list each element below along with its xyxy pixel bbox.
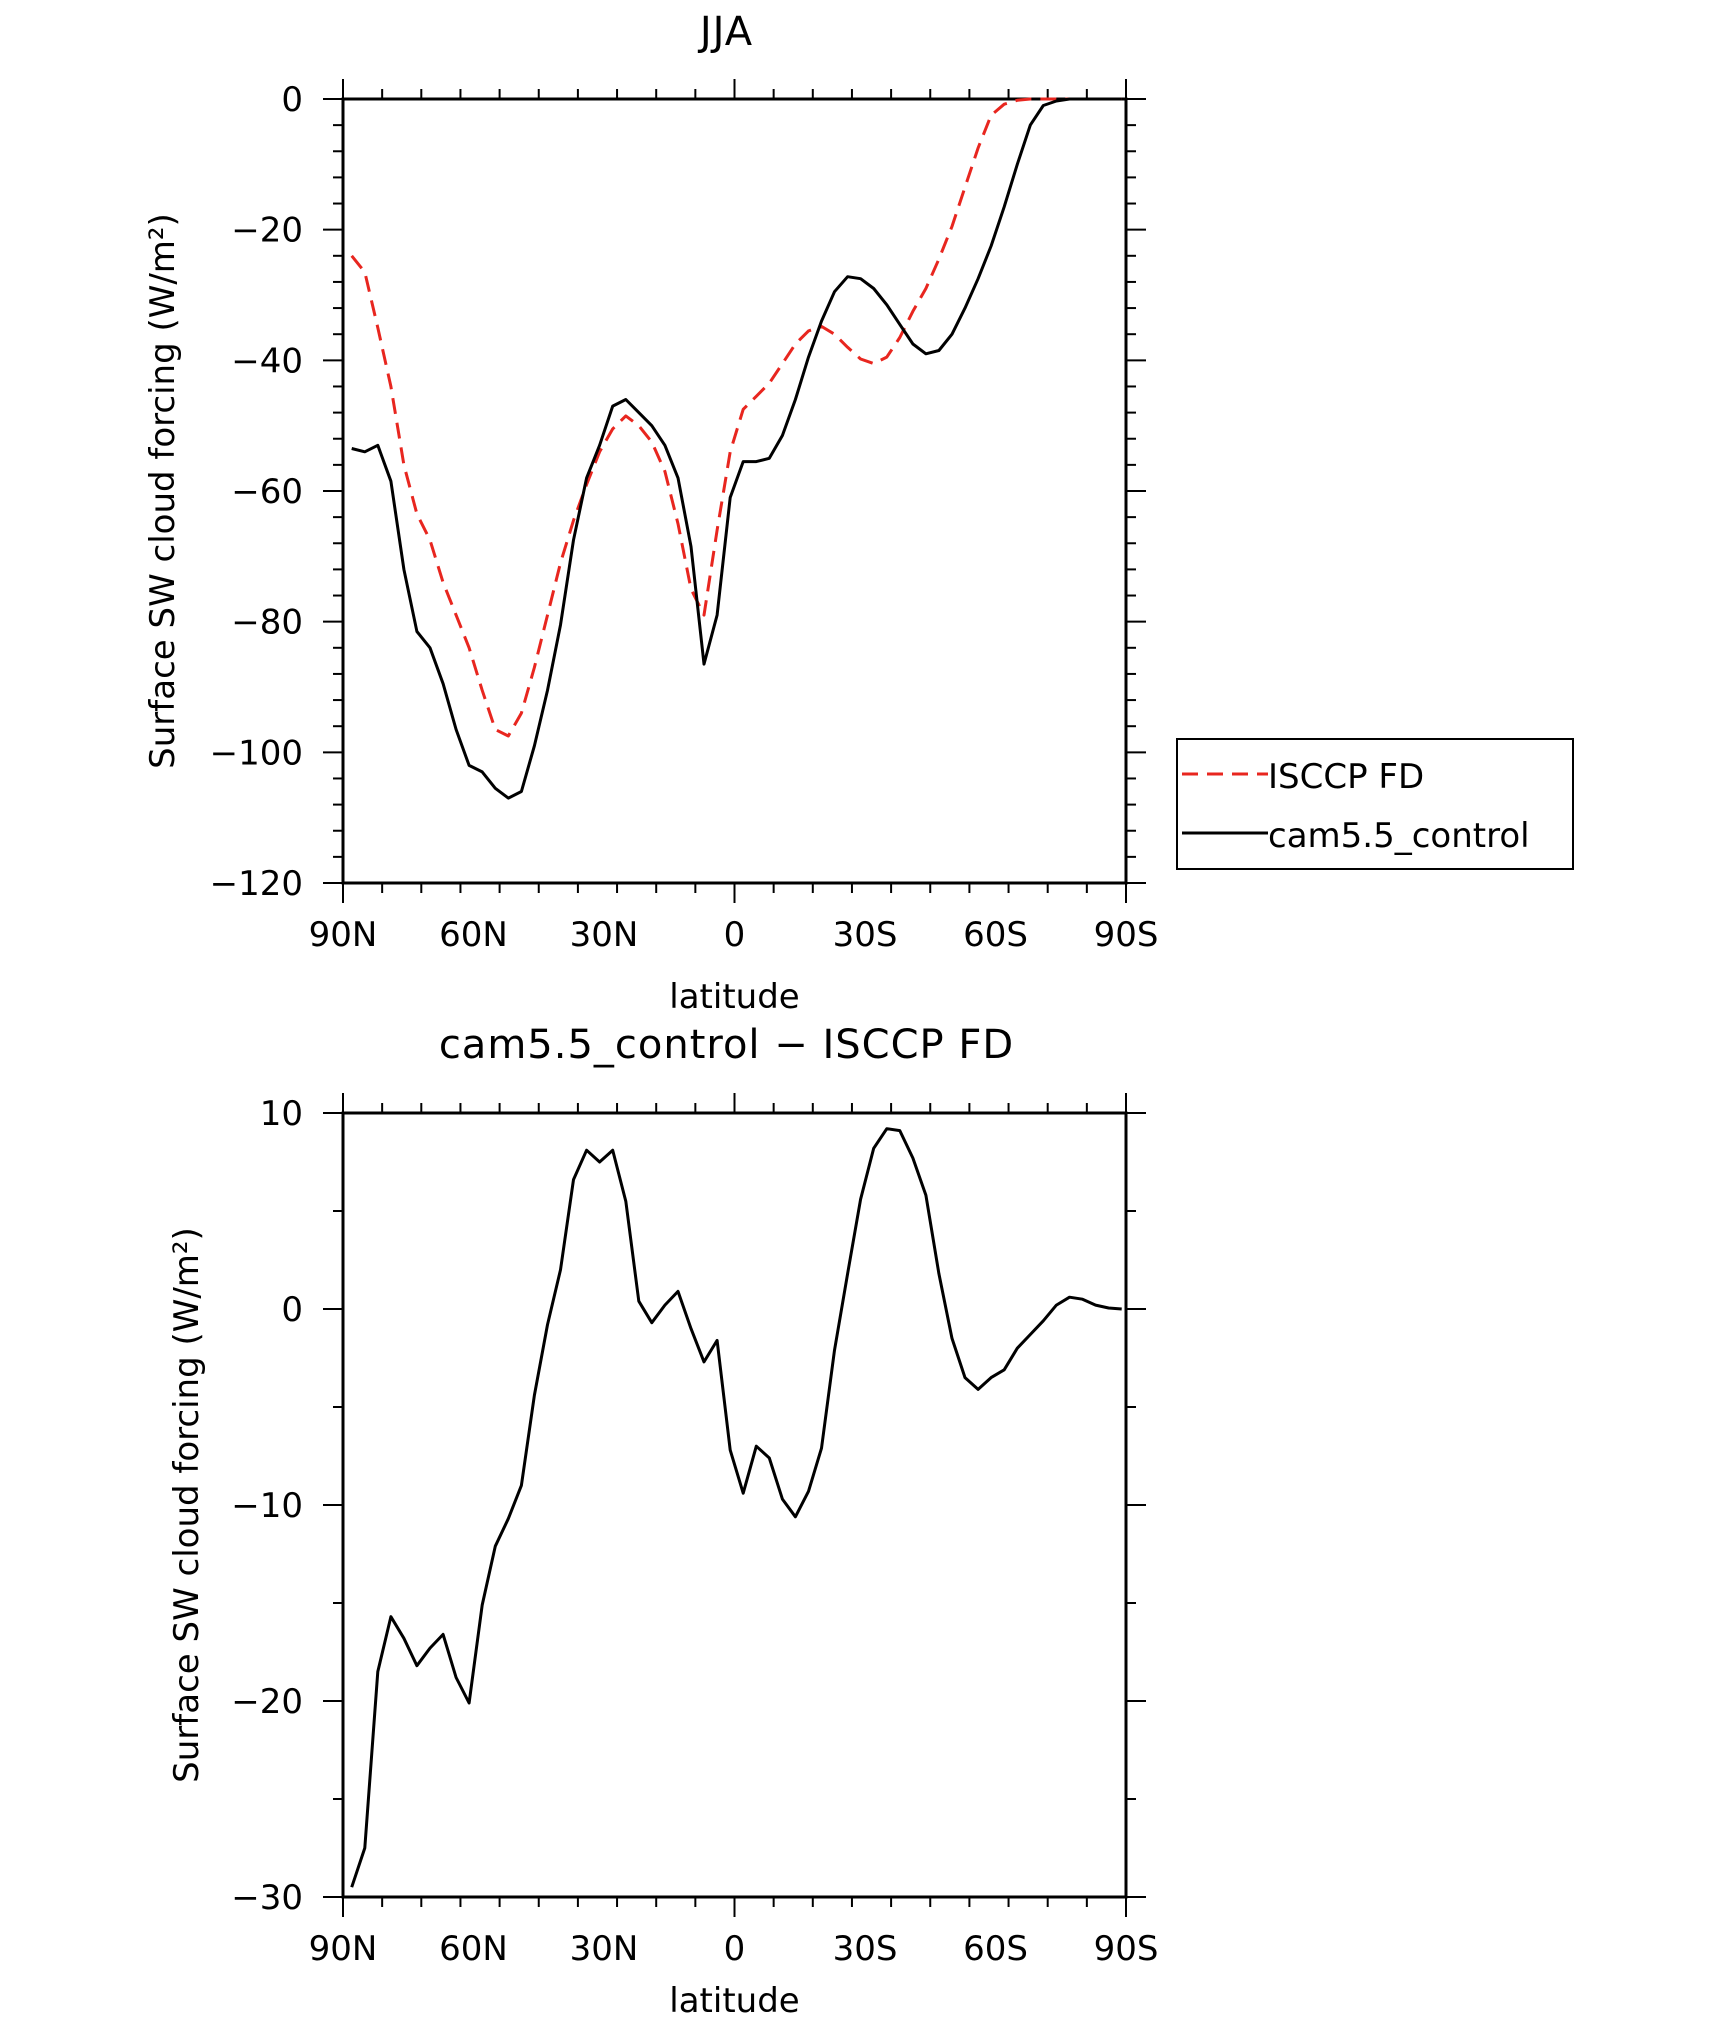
bottom-y-tick-labels: 10 0 −10 −20 −30 xyxy=(231,1094,303,1918)
top-plot-frame xyxy=(341,97,1128,885)
y-tick-label: −120 xyxy=(210,864,303,904)
x-tick-label: 60N xyxy=(439,1929,508,1969)
y-tick-label: 10 xyxy=(260,1094,303,1134)
top-series-lines xyxy=(350,97,1122,800)
bottom-x-axis-label: latitude xyxy=(669,1981,799,2021)
legend-box xyxy=(1176,738,1574,870)
bottom-plot-frame xyxy=(341,1111,1128,1899)
y-tick-label: 0 xyxy=(281,1290,303,1330)
x-tick-label: 60N xyxy=(439,915,508,955)
y-tick-label: 0 xyxy=(281,80,303,120)
top-series-line-cam5-5-control xyxy=(351,97,1122,800)
y-tick-label: −60 xyxy=(231,472,303,512)
bottom-y-axis-label: Surface SW cloud forcing (W/m²) xyxy=(167,1227,207,1783)
bottom-x-tick-labels: 90N 60N 30N 0 30S 60S 90S xyxy=(309,1929,1159,1969)
bottom-axis-ticks xyxy=(323,1093,1146,1917)
top-x-tick-labels: 90N 60N 30N 0 30S 60S 90S xyxy=(309,915,1159,955)
bottom-chart-title: cam5.5_control − ISCCP FD xyxy=(439,1022,1014,1068)
y-tick-label: −10 xyxy=(231,1486,303,1526)
y-tick-label: −40 xyxy=(231,341,303,381)
top-panel-jja: JJA 90N 60N 30N 0 30S 60S 90S 0 −20 −40 −60 −80 −10… xyxy=(143,9,1158,1017)
top-y-tick-labels: 0 −20 −40 −60 −80 −100 −120 xyxy=(210,80,303,904)
x-tick-label: 30S xyxy=(833,915,898,955)
top-axis-ticks xyxy=(323,79,1146,903)
x-tick-label: 60S xyxy=(963,915,1028,955)
top-chart-title: JJA xyxy=(697,9,753,55)
y-tick-label: −30 xyxy=(231,1878,303,1918)
x-tick-label: 90S xyxy=(1094,915,1159,955)
y-tick-label: −20 xyxy=(231,1682,303,1722)
x-tick-label: 0 xyxy=(724,915,746,955)
x-tick-label: 30S xyxy=(833,1929,898,1969)
x-tick-label: 30N xyxy=(570,1929,639,1969)
legend-label-cam5-5-control: cam5.5_control xyxy=(1268,816,1530,856)
y-tick-label: −20 xyxy=(231,211,303,251)
x-tick-label: 90N xyxy=(309,1929,378,1969)
x-tick-label: 30N xyxy=(570,915,639,955)
y-tick-label: −80 xyxy=(231,603,303,643)
legend: ISCCP FD cam5.5_control xyxy=(1176,738,1574,870)
legend-label-isccp-fd: ISCCP FD xyxy=(1268,757,1424,797)
top-series-line-isccp-fd xyxy=(350,97,1122,738)
x-tick-label: 90S xyxy=(1094,1929,1159,1969)
y-tick-label: −100 xyxy=(210,733,303,773)
bottom-series-lines xyxy=(350,1127,1122,1888)
bottom-series-line-difference xyxy=(350,1127,1122,1888)
bottom-panel-difference: cam5.5_control − ISCCP FD 90N 60N 30N 0 30S 6… xyxy=(167,1022,1158,2021)
x-tick-label: 90N xyxy=(309,915,378,955)
x-tick-label: 60S xyxy=(963,1929,1028,1969)
x-tick-label: 0 xyxy=(724,1929,746,1969)
top-x-axis-label: latitude xyxy=(669,977,799,1017)
top-y-axis-label: Surface SW cloud forcing (W/m²) xyxy=(143,213,183,769)
